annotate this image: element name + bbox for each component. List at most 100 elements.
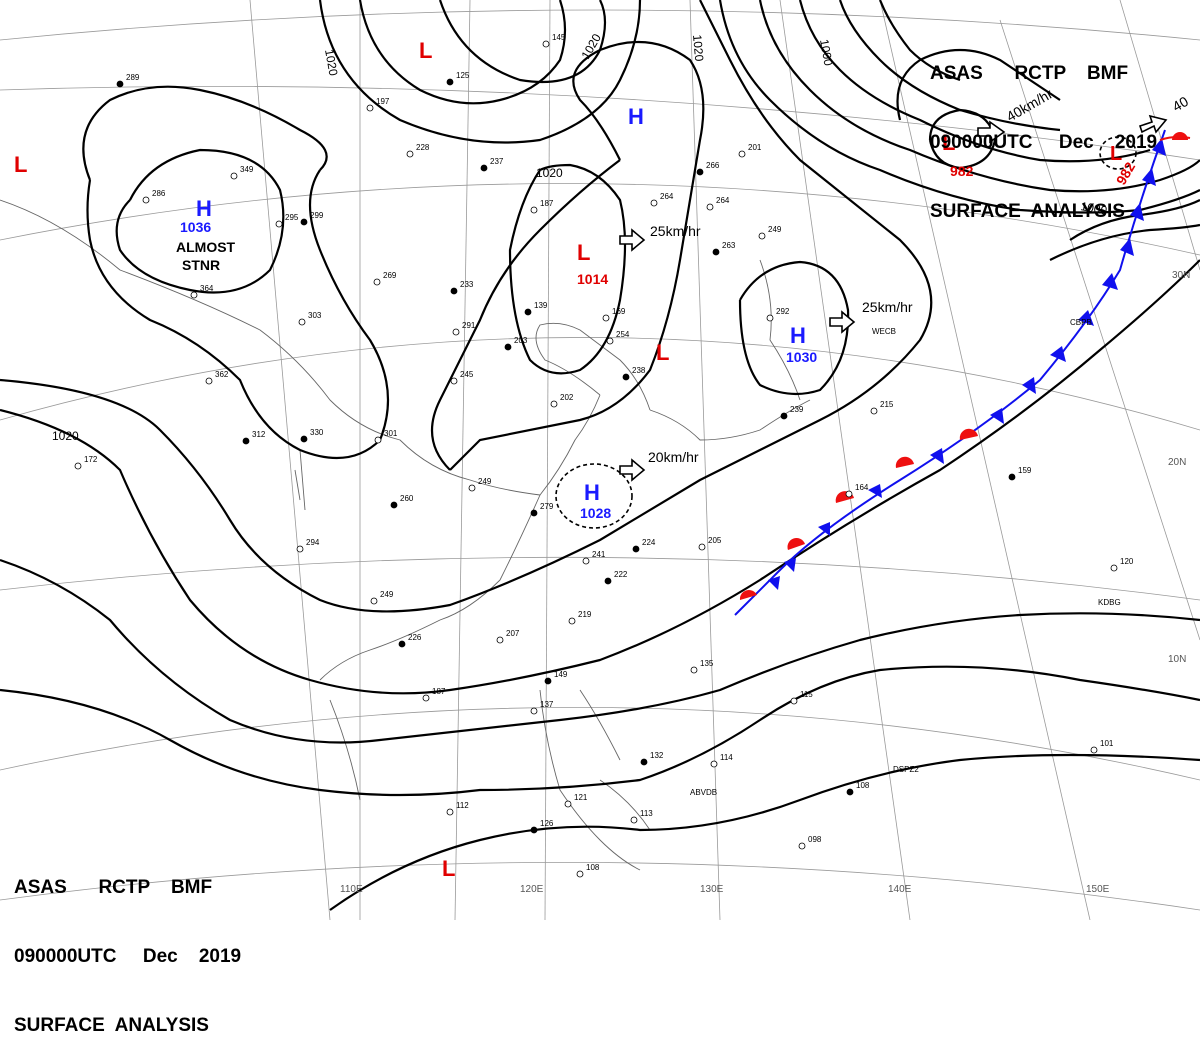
- station-marker: [845, 490, 853, 498]
- isobar: [438, 0, 607, 84]
- header-line-3: SURFACE ANALYSIS: [14, 1015, 209, 1036]
- station-marker: [450, 287, 458, 295]
- station-marker: [698, 543, 706, 551]
- header-line-3: SURFACE ANALYSIS: [930, 201, 1125, 222]
- station-pressure: 312: [252, 430, 266, 439]
- station-pressure: 260: [400, 494, 414, 503]
- station-marker: [1090, 746, 1098, 754]
- station-pressure: 101: [1100, 739, 1114, 748]
- station-marker: [568, 617, 576, 625]
- station-marker: [422, 694, 430, 702]
- isobar: [430, 159, 621, 471]
- station-pressure: 121: [574, 793, 588, 802]
- station-pressure: 120: [1120, 557, 1134, 566]
- station-pressure: 187: [432, 687, 446, 696]
- station-pressure: 249: [380, 590, 394, 599]
- movement-arrows: [619, 114, 1168, 482]
- high-center: H: [584, 480, 600, 505]
- low-pressure-value: 982: [950, 163, 974, 179]
- movement-speed: 40: [1170, 93, 1192, 115]
- station-marker: [696, 168, 704, 176]
- station-pressure: 303: [308, 311, 322, 320]
- isobar: [928, 108, 997, 170]
- station-pressure: 279: [540, 502, 554, 511]
- station-pressure: 114: [720, 753, 733, 762]
- station-marker: [766, 314, 774, 322]
- station-marker: [544, 677, 552, 685]
- isobar-label: 1000: [817, 38, 835, 67]
- graticule-labels: 110E 120E 130E 140E 150E 30N 20N 10N: [340, 270, 1190, 895]
- station-pressure: 226: [408, 633, 422, 642]
- station-pressure: 264: [716, 196, 730, 205]
- station-pressure: 137: [540, 700, 554, 709]
- isobar-label: 1020: [52, 429, 79, 443]
- station-pressure: 249: [768, 225, 782, 234]
- isobar: [758, 0, 1200, 193]
- station-marker: [446, 808, 454, 816]
- station-marker: [230, 172, 238, 180]
- station-pressure: 125: [456, 71, 470, 80]
- isobar: [82, 85, 328, 181]
- isobar: [838, 0, 1061, 132]
- low-center: L: [1110, 143, 1122, 165]
- station-marker: [602, 314, 610, 322]
- station-marker: [870, 407, 878, 415]
- isobar: [0, 259, 1200, 695]
- station-marker: [604, 577, 612, 585]
- station-marker: [640, 758, 648, 766]
- station-pressure: 362: [215, 370, 229, 379]
- station-pressure: 254: [616, 330, 630, 339]
- header-line-1: ASAS RCTP BMF: [930, 63, 1129, 84]
- station-pressure: 202: [560, 393, 574, 402]
- isobar: [1049, 223, 1200, 261]
- weak-system-outlines: [555, 136, 1137, 529]
- lon-label: 140E: [888, 884, 912, 895]
- movement-speed: 25km/hr: [862, 299, 913, 315]
- station-marker: [366, 104, 374, 112]
- isobar: [896, 48, 1061, 121]
- station-pressure: 233: [460, 280, 474, 289]
- station-marker: [242, 437, 250, 445]
- low-pressure-value: 1014: [577, 271, 608, 287]
- station-pressure: 169: [612, 307, 626, 316]
- station-marker: [630, 816, 638, 824]
- station-marker: [205, 377, 213, 385]
- station-marker: [298, 318, 306, 326]
- stationary-note: ALMOST: [176, 239, 236, 255]
- lon-label: 120E: [520, 884, 544, 895]
- isobar-label: 1020: [536, 166, 563, 180]
- station-pressure: 228: [416, 143, 430, 152]
- low-center: L: [656, 340, 669, 365]
- station-pressure: 108: [586, 863, 600, 872]
- low-center: L: [442, 856, 455, 881]
- isobar: [358, 0, 567, 105]
- station-pressure: 295: [285, 213, 299, 222]
- graticule: [0, 0, 1200, 920]
- station-pressure: 139: [534, 301, 548, 310]
- station-pressure: 222: [614, 570, 628, 579]
- isobar-label: 1000: [1079, 199, 1108, 217]
- station-marker: [576, 870, 584, 878]
- station-marker: [542, 40, 550, 48]
- station-marker: [398, 640, 406, 648]
- station-pressure: 269: [383, 271, 397, 280]
- station-codes: WECB KDBG DSPZ2 ABVDB CBPB: [690, 318, 1121, 797]
- high-center: H: [196, 196, 212, 221]
- high-center: H: [628, 104, 644, 129]
- lon-label: 130E: [700, 884, 724, 895]
- station-pressure: 215: [880, 400, 894, 409]
- station-marker: [564, 800, 572, 808]
- station-pressure: 224: [642, 538, 656, 547]
- station-marker: [450, 377, 458, 385]
- isobar-label: 1020: [690, 34, 706, 62]
- station-code: DSPZ2: [893, 765, 919, 774]
- isobar: [449, 40, 705, 471]
- station-pressure: 292: [776, 307, 790, 316]
- station-pressure: 294: [306, 538, 320, 547]
- isobar-label: 1020: [322, 48, 340, 77]
- station-marker: [846, 788, 854, 796]
- station-pressure: 263: [722, 241, 736, 250]
- station-marker: [712, 248, 720, 256]
- station-pressure: 239: [790, 405, 804, 414]
- station-marker: [373, 278, 381, 286]
